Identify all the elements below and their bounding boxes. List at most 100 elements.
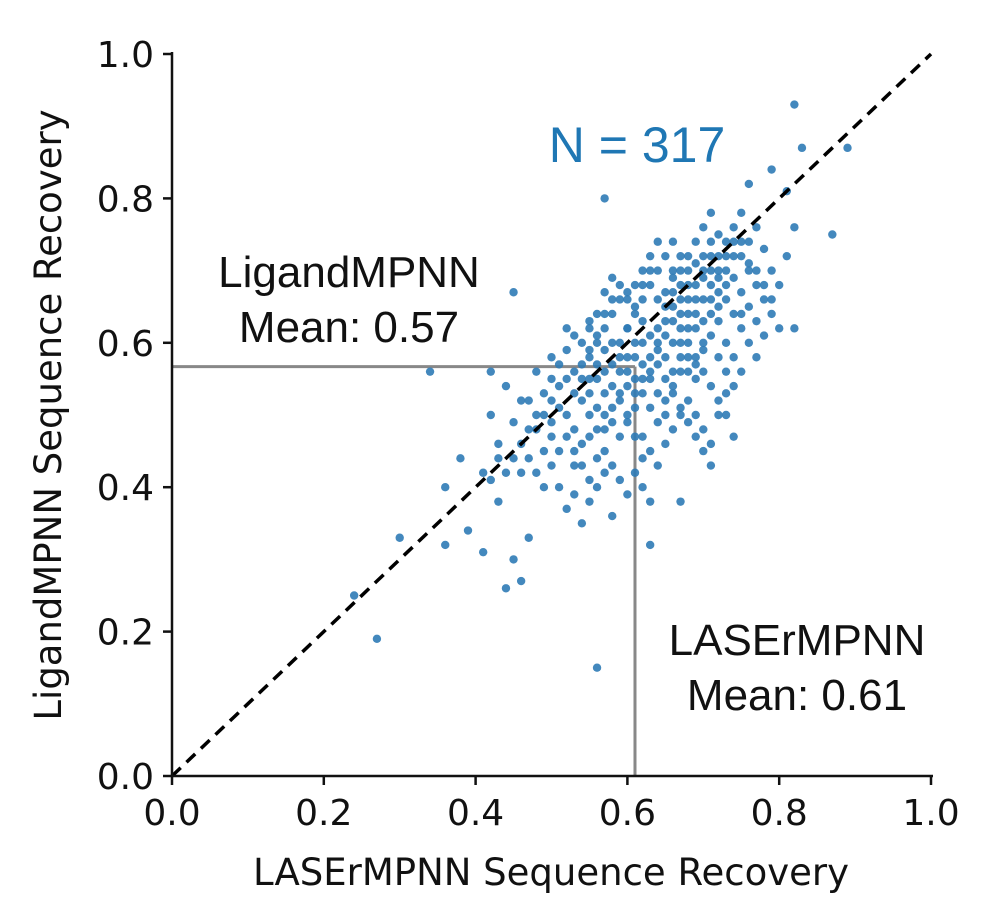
data-point [683, 396, 693, 405]
data-point [570, 389, 579, 398]
data-point [577, 374, 587, 384]
data-point [623, 410, 632, 420]
data-point [668, 288, 678, 297]
data-point [577, 519, 587, 528]
data-point [645, 374, 655, 384]
data-point [744, 338, 754, 347]
data-point [630, 403, 640, 412]
data-point [592, 454, 602, 463]
x-tick-label: 0.8 [751, 793, 808, 834]
data-point [676, 309, 685, 319]
data-point [676, 353, 685, 362]
data-point [661, 316, 670, 326]
data-point [706, 439, 716, 449]
data-point [767, 309, 776, 319]
data-point [699, 295, 708, 304]
data-point [615, 353, 625, 362]
data-point [706, 266, 716, 275]
data-point [699, 251, 708, 261]
data-point [737, 324, 746, 333]
data-point [509, 454, 518, 463]
data-point [744, 266, 754, 275]
data-point [630, 374, 640, 384]
data-point [600, 309, 609, 319]
data-point [691, 374, 700, 384]
data-point [547, 353, 556, 362]
data-point [691, 295, 700, 304]
data-point [585, 353, 594, 362]
data-point [524, 533, 533, 542]
data-point [767, 266, 776, 275]
data-point [752, 316, 761, 326]
x-axis-label: LASErMPNN Sequence Recovery [253, 851, 849, 894]
data-point [554, 381, 564, 391]
data-point [653, 266, 662, 275]
data-point [706, 381, 716, 391]
x-tick-label: 1.0 [902, 793, 959, 834]
data-point [790, 223, 799, 232]
data-point [653, 324, 662, 333]
data-point [645, 331, 655, 340]
data-point [592, 663, 602, 672]
data-point [699, 338, 708, 347]
data-point [630, 309, 640, 319]
data-point [691, 353, 700, 362]
data-point [585, 389, 594, 398]
data-point [661, 331, 670, 340]
data-point [585, 345, 594, 355]
data-point [547, 374, 556, 384]
data-point [645, 280, 655, 290]
data-point [623, 490, 632, 499]
x-tick-label: 0.6 [599, 793, 656, 834]
data-point [494, 497, 503, 506]
data-point [676, 410, 685, 420]
data-point [721, 410, 731, 420]
scatter-points [349, 100, 852, 672]
data-point [737, 251, 746, 261]
data-point [661, 251, 670, 261]
data-point [592, 374, 602, 384]
data-point [532, 367, 541, 376]
data-point [478, 468, 488, 477]
data-point [752, 266, 761, 275]
data-point [737, 367, 746, 376]
data-point [539, 389, 549, 398]
data-point [752, 223, 761, 232]
data-point [661, 288, 670, 297]
data-point [676, 338, 685, 347]
data-point [539, 410, 549, 420]
data-point [585, 324, 594, 333]
data-point [737, 208, 746, 218]
data-point [699, 316, 708, 326]
data-point [661, 374, 670, 384]
x-axis-ticks: 0.0 0.2 0.4 0.6 0.8 1.0 [143, 776, 960, 834]
data-point [645, 403, 655, 412]
ligand-mean-label-line2: Mean: 0.57 [239, 303, 459, 352]
data-point [441, 540, 450, 550]
data-point [797, 143, 807, 153]
data-point [645, 251, 655, 261]
data-point [577, 461, 587, 470]
data-point [653, 237, 662, 246]
data-point [721, 295, 731, 304]
data-point [349, 591, 359, 600]
data-point [714, 353, 723, 362]
data-point [714, 273, 723, 283]
data-point [608, 295, 617, 304]
data-point [645, 367, 655, 376]
data-point [592, 360, 602, 369]
data-point [600, 194, 609, 203]
data-point [585, 497, 594, 506]
data-point [630, 302, 640, 311]
data-point [570, 367, 579, 376]
data-point [570, 425, 579, 434]
data-point [714, 316, 723, 326]
data-point [562, 345, 571, 355]
data-point [691, 280, 700, 290]
data-point [577, 396, 587, 405]
data-point [729, 432, 738, 441]
data-point [683, 309, 693, 319]
data-point [699, 425, 708, 434]
data-point [615, 389, 625, 398]
data-point [661, 353, 670, 362]
